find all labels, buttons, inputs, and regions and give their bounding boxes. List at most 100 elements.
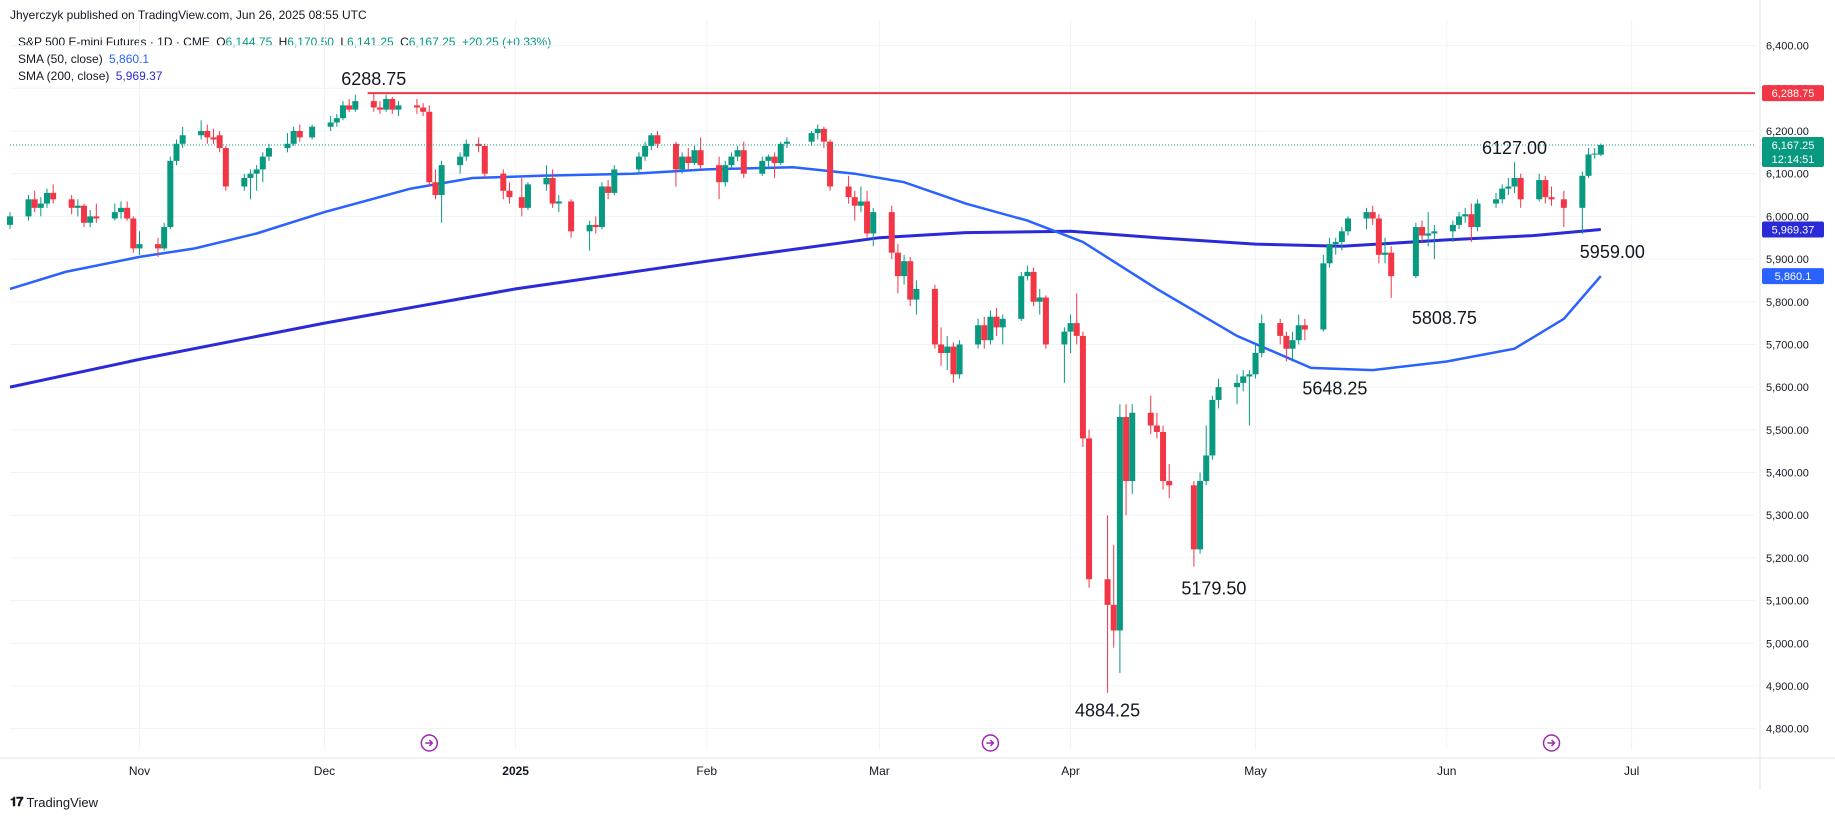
last-price-axis-label-bg <box>1762 136 1824 167</box>
candle-body <box>1585 154 1592 176</box>
candle-body <box>173 143 180 161</box>
sma200-line <box>9 228 1601 389</box>
candle-body <box>309 126 316 138</box>
close-label: C <box>400 35 409 49</box>
price-annotation: 5959.00 <box>1580 242 1645 262</box>
candle-body <box>1018 276 1025 319</box>
candle-body <box>999 318 1006 328</box>
candle-body <box>1203 455 1210 482</box>
candle-body <box>568 201 575 232</box>
candle-body <box>913 288 920 300</box>
axis-price-labels: 6,288.75 6,167.25 12:14:51 5,969.37 5,860.1 <box>1762 85 1824 285</box>
candle-body <box>524 184 531 208</box>
candle-body <box>426 111 433 183</box>
y-tick-label: 6,100.00 <box>1766 169 1809 181</box>
candle-body <box>716 165 723 183</box>
candle-body <box>648 135 655 146</box>
y-tick-label: 4,900.00 <box>1766 681 1809 693</box>
candle-body <box>1166 481 1173 486</box>
candle-body <box>432 182 439 196</box>
sma200-axis-label: 5,969.37 <box>1772 224 1815 236</box>
candle-body <box>25 199 32 217</box>
candle-body <box>1548 197 1555 200</box>
sma50-axis-label-bg <box>1762 268 1824 285</box>
x-tick-label: Mar <box>869 764 890 778</box>
candle-body <box>259 156 266 170</box>
candle-body <box>1295 325 1302 341</box>
candle-body <box>50 192 57 200</box>
candle-body <box>1123 417 1130 482</box>
candle-body <box>1067 323 1074 332</box>
candle-body <box>1363 212 1370 219</box>
candle-body <box>722 165 729 183</box>
candle-body <box>31 199 38 208</box>
candle-body <box>864 201 871 234</box>
candle-body <box>290 130 297 144</box>
candle-body <box>944 346 951 353</box>
candle-body <box>1252 352 1259 375</box>
tradingview-logo[interactable]: 𝟏𝟕 TradingView <box>10 794 98 810</box>
candle-body <box>395 105 402 110</box>
candle-body <box>420 107 427 112</box>
candle-body <box>1283 335 1290 349</box>
sma50-line <box>9 166 1602 372</box>
x-tick-label: Feb <box>696 764 717 778</box>
event-marker-arrow <box>986 739 995 747</box>
candle-body <box>1160 431 1167 482</box>
candle-body <box>635 156 642 170</box>
price-annotations: 6288.75 6127.00 5959.00 5808.75 5648.25 5179.… <box>341 69 1645 721</box>
candle-body <box>1190 485 1197 550</box>
last-price-axis-label: 6,167.25 <box>1772 140 1815 152</box>
resistance-axis-label-bg <box>1762 85 1824 102</box>
candle-body <box>950 346 957 375</box>
candle-body <box>907 261 914 300</box>
candle-body <box>1542 180 1549 198</box>
candle-body <box>376 107 383 110</box>
candle-body <box>1332 241 1339 245</box>
candle-body <box>993 316 1000 328</box>
candle-body <box>1412 227 1419 277</box>
candle-body <box>1215 387 1222 400</box>
candle-body <box>1129 412 1136 482</box>
candle-body <box>1431 231 1438 234</box>
candle-body <box>691 150 698 164</box>
price-annotation: 4884.25 <box>1075 701 1140 721</box>
candle-body <box>130 218 137 249</box>
candle-body <box>179 135 186 144</box>
candle-body <box>463 143 470 157</box>
candle-body <box>438 165 445 196</box>
candle-body <box>1277 323 1284 336</box>
candle-body <box>124 207 131 219</box>
price-annotation: 5808.75 <box>1412 308 1477 328</box>
sma50-axis-label: 5,860.1 <box>1775 271 1812 283</box>
moving-averages <box>9 166 1602 389</box>
y-tick-label: 5,500.00 <box>1766 425 1809 437</box>
candle-body <box>808 133 815 142</box>
candle-body <box>679 156 686 170</box>
candle-body <box>204 130 211 138</box>
candle-body <box>1388 252 1395 277</box>
candle-body <box>284 143 291 149</box>
candle-body <box>975 325 982 345</box>
candle-body <box>1086 438 1093 580</box>
candle-body <box>740 150 747 174</box>
y-tick-label: 5,700.00 <box>1766 339 1809 351</box>
x-tick-label: Dec <box>314 764 335 778</box>
candle-body <box>642 145 649 157</box>
candle-body <box>759 160 766 174</box>
publisher-line: Jhyerczyk published on TradingView.com, … <box>10 8 367 22</box>
sma200-label: SMA (200, close) <box>18 69 110 83</box>
candle-body <box>1258 323 1265 353</box>
candle-body <box>543 177 550 185</box>
time-axis[interactable]: Nov Dec 2025 Feb Mar Apr May Jun Jul <box>129 764 1640 778</box>
event-marker-arrow <box>1547 739 1556 747</box>
candle-body <box>1597 144 1604 155</box>
y-tick-label: 5,300.00 <box>1766 510 1809 522</box>
candle-body <box>339 105 346 119</box>
candle-body <box>518 197 525 208</box>
candle-body <box>1579 175 1586 208</box>
candle-body <box>549 177 556 204</box>
candle-body <box>1104 579 1111 605</box>
candle-body <box>1499 188 1506 200</box>
